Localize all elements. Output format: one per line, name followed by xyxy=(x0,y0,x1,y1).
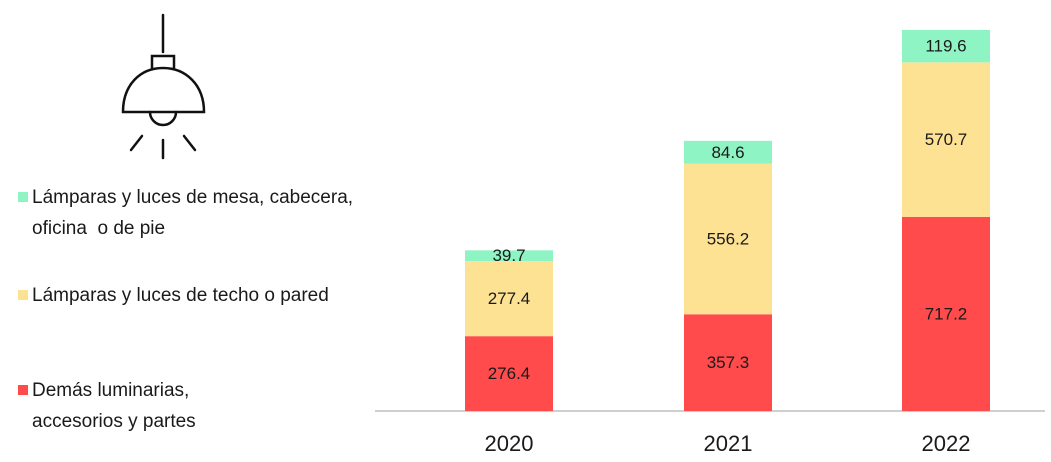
legend-swatch xyxy=(18,385,28,395)
legend-swatch xyxy=(18,192,28,202)
legend-label: Demás luminarias, accesorios y partes xyxy=(32,380,196,432)
data-label: 357.3 xyxy=(707,353,750,372)
data-label: 277.4 xyxy=(488,289,531,308)
data-label: 39.7 xyxy=(492,246,525,265)
x-tick-label: 2021 xyxy=(704,431,753,456)
data-label: 84.6 xyxy=(711,143,744,162)
data-label: 556.2 xyxy=(707,229,750,248)
legend-item: Lámparas y luces de mesa, cabecera, ofic… xyxy=(18,182,378,244)
bar-segment xyxy=(902,216,990,411)
bar-segment xyxy=(684,140,772,164)
legend-label: Lámparas y luces de mesa, cabecera, ofic… xyxy=(32,187,359,239)
bar-segment xyxy=(902,30,990,63)
data-label: 276.4 xyxy=(488,364,531,383)
bar-segment xyxy=(684,163,772,315)
data-label: 717.2 xyxy=(925,304,968,323)
bar-segment xyxy=(465,336,553,411)
legend-item: Demás luminarias, accesorios y partes xyxy=(18,375,278,437)
bar-segment xyxy=(902,62,990,217)
legend-label: Lámparas y luces de techo o pared xyxy=(32,285,329,306)
legend-swatch xyxy=(18,290,28,300)
bar-segment xyxy=(465,250,553,262)
data-label: 119.6 xyxy=(925,37,966,56)
bar-segment xyxy=(465,261,553,337)
bar-segment xyxy=(684,314,772,411)
legend-item: Lámparas y luces de techo o pared xyxy=(18,280,388,311)
x-tick-label: 2022 xyxy=(922,431,971,456)
lamp-icon xyxy=(121,13,206,160)
x-tick-label: 2020 xyxy=(485,431,534,456)
data-label: 570.7 xyxy=(925,130,968,149)
